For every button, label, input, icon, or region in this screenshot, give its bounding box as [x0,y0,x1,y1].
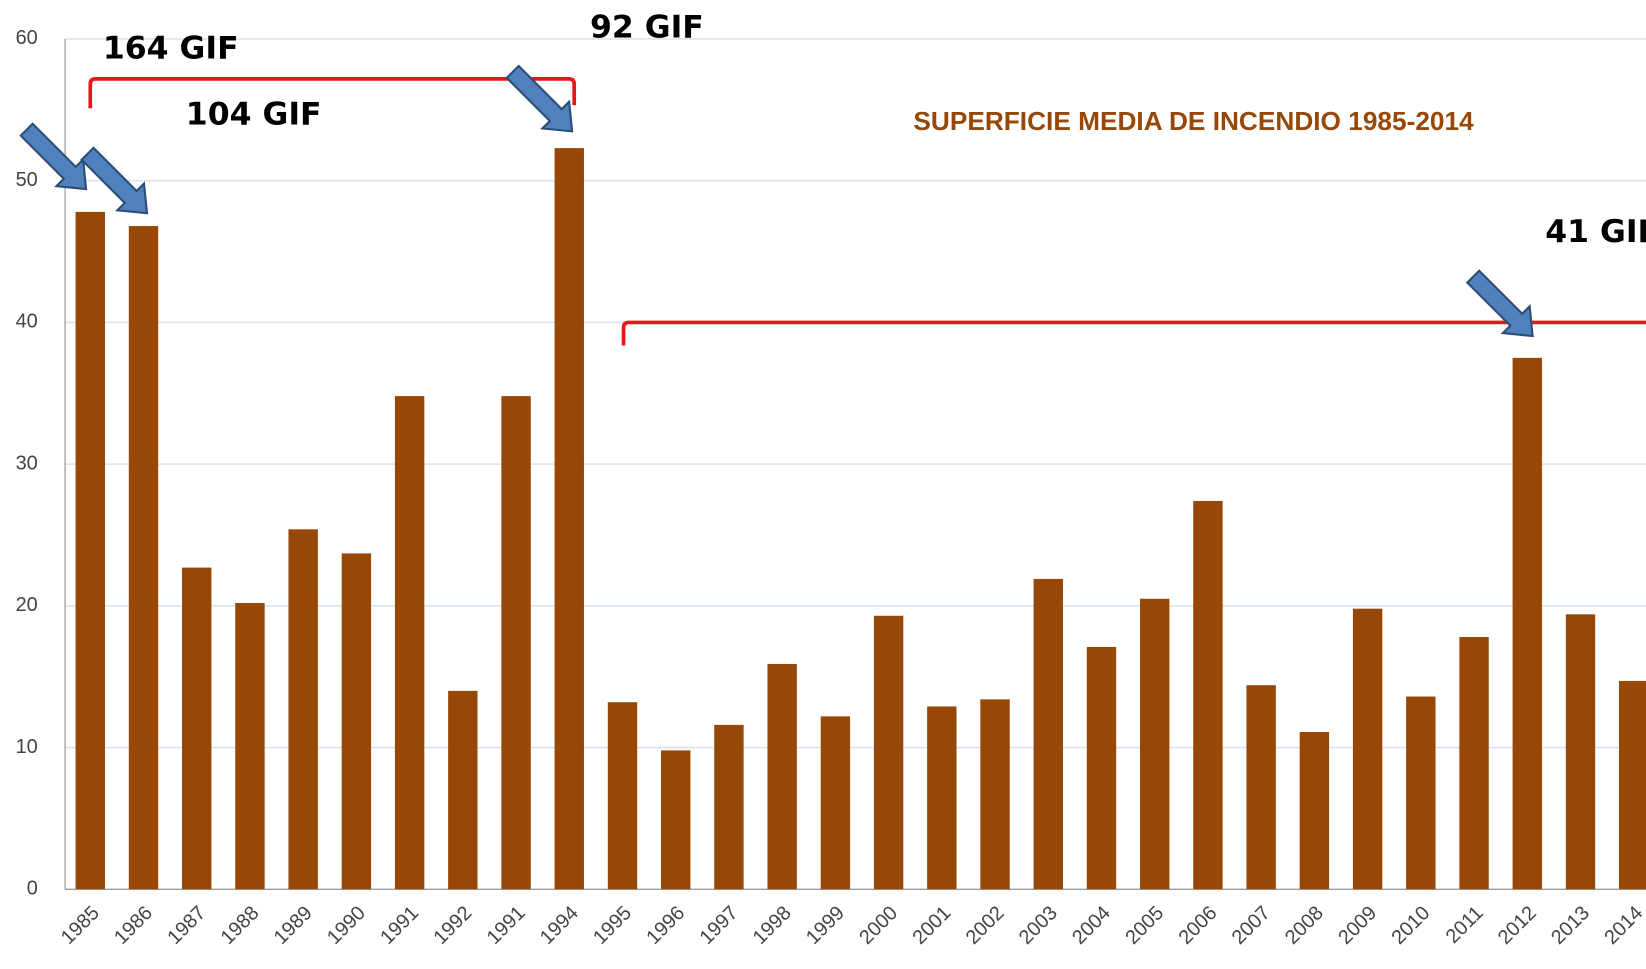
x-tick-label: 2007 [1228,902,1275,949]
bar [394,396,425,890]
bar [1140,598,1170,890]
bar [1565,614,1596,890]
x-tick-label: 1997 [696,902,743,949]
annotation: 41 GIF [1545,214,1646,250]
bar [1086,646,1117,890]
x-tick-label: 1995 [589,902,636,949]
annotation: 164 GIF [103,30,239,66]
x-tick-label: 2006 [1175,902,1222,949]
x-tick-label: 1985 [57,902,104,949]
bar [661,750,691,890]
x-tick-label: 1986 [110,902,157,949]
x-tick-label: 1990 [323,902,370,949]
bar [1352,608,1383,890]
x-tick-label: 2004 [1068,902,1115,949]
x-tick-label: 2003 [1015,902,1062,949]
chart-title: SUPERFICIE MEDIA DE INCENDIO 1985-2014 [913,106,1474,136]
arrow-shape [505,64,574,133]
bar [1033,578,1063,890]
bar [128,226,159,890]
bar [927,706,957,890]
x-tick-label: 2001 [908,902,955,949]
y-tick-label: 10 [16,736,38,758]
x-tick-label: 1989 [270,902,317,949]
arrow [80,146,149,215]
x-tick-label: 1992 [429,902,476,949]
annotation: 104 GIF [186,97,322,133]
bar [1459,637,1489,890]
x-tick-label: 1991 [483,902,530,949]
arrow [505,64,574,133]
bar [1512,357,1542,890]
bar [1619,680,1646,890]
x-tick-label: 2008 [1281,902,1328,949]
y-tick-label: 40 [16,311,38,333]
y-tick-label: 30 [16,452,38,474]
bar [554,148,584,890]
bar [1246,685,1276,890]
x-tick-label: 1998 [749,902,796,949]
x-tick-label: 1996 [642,902,689,949]
x-tick-label: 2013 [1547,902,1594,949]
x-tick-label: 2000 [855,902,902,949]
y-tick-label: 50 [16,169,38,191]
bar [341,553,372,890]
x-tick-label: 2010 [1387,902,1434,949]
bracket [88,77,577,109]
bar [448,690,478,890]
x-tick-label: 1988 [217,902,264,949]
x-tick-label: 1991 [376,902,423,949]
x-tick-label: 2002 [962,902,1009,949]
bar [1193,500,1223,890]
y-tick-label: 0 [27,878,38,900]
x-tick-label: 1994 [536,902,583,949]
x-tick-label: 1987 [163,902,210,949]
y-tick-label: 60 [16,27,38,49]
bar [501,396,531,890]
bracket [621,320,1646,346]
bar [182,567,212,890]
arrow-shape [80,146,149,215]
bar [75,211,105,890]
bar [235,603,265,890]
arrow-shape [1465,269,1534,338]
x-tick-label: 2005 [1121,902,1168,949]
bar [873,615,904,890]
y-tick-label: 20 [16,594,38,616]
bar [288,529,318,890]
x-tick-label: 2009 [1334,902,1381,949]
x-tick-label: 1999 [802,902,849,949]
bar [607,702,638,890]
x-tick-label: 2014 [1600,902,1646,949]
bar [767,663,797,890]
bar [1299,731,1330,890]
bar [820,716,851,890]
bar [1406,696,1436,890]
annotation: 92 GIF [590,9,704,45]
x-tick-label: 2012 [1494,902,1541,949]
x-tick-label: 2011 [1442,902,1488,948]
bar [980,699,1010,890]
bar [714,724,744,890]
arrow [1465,269,1534,338]
